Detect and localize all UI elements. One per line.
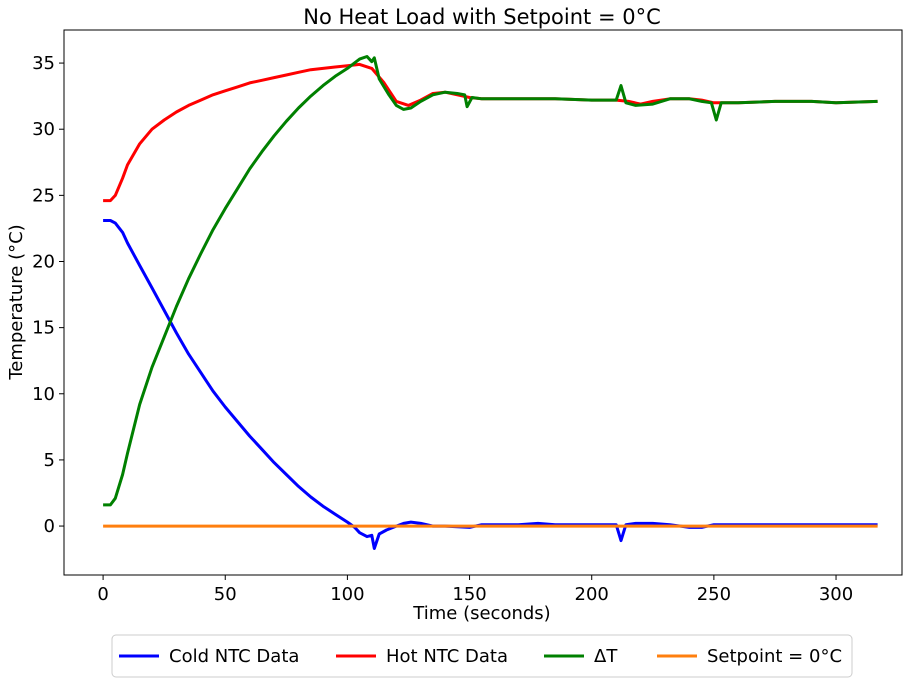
x-axis-title: Time (seconds)	[412, 603, 550, 624]
y-tick-label: 5	[44, 450, 55, 471]
y-axis: 0 5 10 15 20 25 30 35	[32, 53, 64, 537]
x-tick-label: 0	[97, 584, 108, 605]
legend-frame	[111, 634, 853, 678]
x-tick-label: 150	[452, 584, 486, 605]
series-line-1	[103, 62, 878, 203]
y-tick-label: 25	[32, 185, 55, 206]
legend: Cold NTC Data Hot NTC Data ΔT Setpoint = 0°…	[111, 634, 853, 678]
x-tick-label: 250	[697, 584, 731, 605]
y-tick-label: 0	[44, 516, 55, 537]
x-axis: 0 50 100 150 200 250 300	[97, 575, 853, 605]
plot-frame	[63, 29, 903, 576]
y-tick-label: 35	[32, 53, 55, 74]
legend-label: Hot NTC Data	[386, 646, 508, 667]
y-tick-label: 30	[32, 119, 55, 140]
legend-label: ΔT	[594, 646, 618, 667]
y-axis-title: Temperature (°C)	[6, 224, 27, 380]
y-tick-label: 10	[32, 384, 55, 405]
y-tick-label: 15	[32, 318, 55, 339]
series-line-2	[103, 55, 878, 507]
x-tick-label: 50	[214, 584, 237, 605]
series-line-0	[103, 219, 878, 550]
x-tick-label: 100	[330, 584, 364, 605]
plot-area	[103, 55, 878, 550]
y-tick-label: 20	[32, 251, 55, 272]
x-tick-label: 300	[819, 584, 853, 605]
legend-label: Setpoint = 0°C	[707, 646, 842, 667]
chart-title: No Heat Load with Setpoint = 0°C	[303, 5, 661, 29]
x-tick-label: 200	[575, 584, 609, 605]
legend-label: Cold NTC Data	[169, 646, 299, 667]
